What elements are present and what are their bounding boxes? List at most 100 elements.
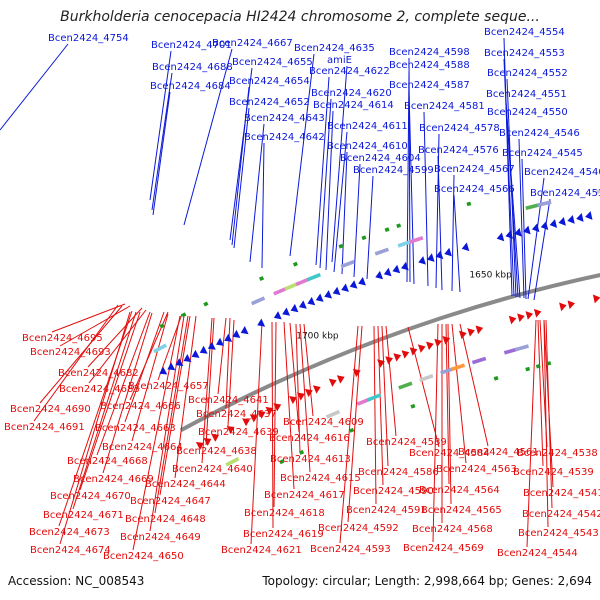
forward-gene-arrow xyxy=(290,303,299,313)
reverse-gene-arrow xyxy=(475,325,484,335)
forward-label-line xyxy=(406,70,410,283)
reverse-gene-label: Bcen2424_4619 xyxy=(243,529,324,540)
reverse-label-line xyxy=(33,304,119,422)
forward-label-line xyxy=(261,142,265,269)
reverse-label-line xyxy=(102,312,153,474)
reverse-gene-arrow xyxy=(249,414,258,423)
forward-gene-arrow xyxy=(585,211,593,220)
reverse-gene-label: Bcen2424_4683 xyxy=(59,384,140,395)
reverse-gene-label: Bcen2424_4539 xyxy=(513,467,594,478)
forward-gene-label: Bcen2424_4567 xyxy=(434,164,515,175)
scale-tick-label: 1700 kbp xyxy=(296,331,339,341)
reverse-gene-label: Bcen2424_4563 xyxy=(436,464,517,475)
reverse-gene-label: Bcen2424_4693 xyxy=(30,347,111,358)
cog-block-inner xyxy=(503,347,519,355)
reverse-gene-arrow xyxy=(195,442,204,450)
reverse-label-line xyxy=(289,322,300,433)
reverse-gene-arrow xyxy=(525,311,534,320)
reverse-gene-label: Bcen2424_4657 xyxy=(128,381,209,392)
forward-gene-arrow xyxy=(531,223,540,233)
forward-gene-arrow xyxy=(567,215,575,224)
cog-block-inner xyxy=(419,373,434,383)
forward-label-line xyxy=(533,198,551,301)
reverse-gene-label: Bcen2424_4650 xyxy=(103,551,184,562)
forward-gene-arrow xyxy=(199,345,208,354)
reverse-gene-arrow xyxy=(203,437,212,446)
accession-text: Accession: NC_008543 xyxy=(8,574,145,588)
forward-label-line xyxy=(333,131,348,273)
reverse-gene-arrow xyxy=(458,330,467,340)
forward-gene-label: Bcen2424_4599 xyxy=(353,165,434,176)
forward-gene-label: Bcen2424_4620 xyxy=(311,88,392,99)
rna-marker xyxy=(525,366,531,372)
cog-block-outer xyxy=(273,286,288,296)
forward-gene-arrow xyxy=(273,311,282,320)
forward-gene-arrow xyxy=(461,242,470,252)
reverse-gene-arrow xyxy=(467,328,475,337)
cog-block-inner xyxy=(440,366,455,375)
rna-marker xyxy=(279,459,285,465)
reverse-gene-label: Bcen2424_4615 xyxy=(280,473,361,484)
forward-gene-label: Bcen2424_4652 xyxy=(229,97,310,108)
rna-marker xyxy=(361,235,367,241)
reverse-label-line xyxy=(445,323,450,485)
forward-gene-arrow xyxy=(496,232,505,242)
reverse-gene-arrow xyxy=(304,388,313,398)
rna-marker xyxy=(338,243,344,249)
forward-label-line xyxy=(435,133,440,289)
reverse-gene-arrow xyxy=(312,385,321,394)
reverse-gene-arrow xyxy=(409,347,418,356)
forward-gene-label: Bcen2424_4587 xyxy=(389,80,470,91)
forward-gene-arrow xyxy=(549,219,558,228)
cog-block-outer xyxy=(295,277,310,287)
reverse-label-line xyxy=(303,323,314,417)
cog-block-outer xyxy=(250,296,266,306)
forward-gene-label: Bcen2424_4635 xyxy=(294,43,375,54)
forward-gene-label: Bcen2424_4588 xyxy=(389,60,470,71)
reverse-gene-label: Bcen2424_4648 xyxy=(125,514,206,525)
rna-marker xyxy=(410,403,416,409)
reverse-label-line xyxy=(96,311,151,456)
forward-label-line xyxy=(149,50,172,201)
reverse-label-line xyxy=(407,326,440,448)
reverse-gene-arrow xyxy=(242,418,250,427)
reverse-label-line xyxy=(174,315,197,479)
forward-label-line xyxy=(341,151,348,275)
reverse-gene-arrow xyxy=(289,395,297,405)
forward-label-line xyxy=(506,117,521,299)
reverse-gene-arrow xyxy=(442,336,451,345)
forward-gene-label: Bcen2424_4622 xyxy=(309,66,390,77)
cog-block-outer xyxy=(525,203,540,210)
reverse-gene-label: Bcen2424_4670 xyxy=(50,491,131,502)
forward-gene-arrow xyxy=(216,337,224,346)
forward-gene-arrow xyxy=(349,280,358,289)
reverse-label-line xyxy=(225,317,231,409)
cog-block-outer xyxy=(306,272,321,282)
rna-marker xyxy=(466,201,472,207)
reverse-gene-label: Bcen2424_4569 xyxy=(403,543,484,554)
rna-marker xyxy=(298,449,305,455)
cog-block-outer xyxy=(409,236,424,244)
reverse-label-line xyxy=(271,321,274,529)
reverse-label-line xyxy=(447,323,452,505)
forward-gene-arrow xyxy=(392,264,401,274)
reverse-gene-label: Bcen2424_4593 xyxy=(310,544,391,555)
forward-label-line xyxy=(366,175,374,280)
reverse-label-line xyxy=(87,307,143,368)
reverse-label-line xyxy=(205,317,215,446)
forward-gene-arrow xyxy=(159,366,168,375)
reverse-gene-label: Bcen2424_4618 xyxy=(244,508,325,519)
rna-marker xyxy=(258,276,265,281)
forward-gene-label: Bcen2424_4610 xyxy=(327,141,408,152)
cog-block-inner xyxy=(514,344,530,352)
reverse-gene-arrow xyxy=(592,294,600,304)
rna-marker xyxy=(292,261,298,267)
forward-label-line xyxy=(521,158,527,300)
reverse-label-line xyxy=(339,325,359,544)
forward-label-line xyxy=(233,107,250,249)
reverse-gene-label: Bcen2424_4543 xyxy=(518,528,599,539)
reverse-label-line xyxy=(250,321,263,545)
forward-gene-arrow xyxy=(315,293,324,302)
reverse-label-line xyxy=(526,319,537,548)
